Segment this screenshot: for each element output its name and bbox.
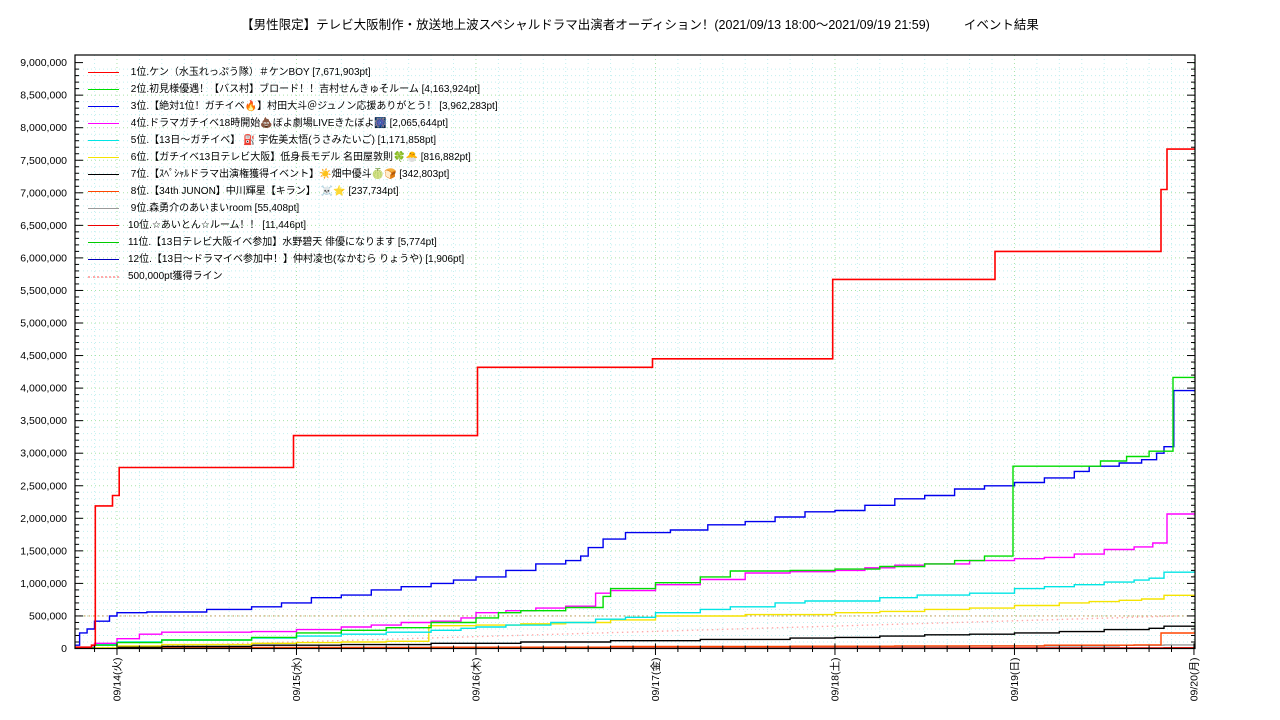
series-line-rank-3 [75,389,1195,646]
x-tick-label: 09/15(水) [291,658,303,702]
legend-swatch-line [88,259,119,260]
legend-swatch-line [88,174,119,175]
series-line-rank-2 [75,376,1195,649]
legend-item-12: 12位.【13日〜ドラマイベ参加中！】仲村凌也(なかむら りょうや) [1,90… [88,251,498,268]
legend-item-label: 5位.【13日〜ガチイベ】 ⛽ 宇佐美太悟(うさみたいご) [1,171,858… [128,135,437,146]
legend-item-5: 5位.【13日〜ガチイベ】 ⛽ 宇佐美太悟(うさみたいご) [1,171,858… [88,132,498,149]
y-tick-label: 1,500,000 [20,545,67,557]
grid [75,55,1195,649]
y-tick-label: 1,000,000 [20,578,67,590]
legend-item-label: 6位.【ガチイベ13日テレビ大阪】低身長モデル 名田屋敦則🍀🐣 [816,882… [128,152,471,163]
legend-swatch-line [88,208,119,209]
legend-swatch-line [88,275,119,278]
y-tick-label: 6,000,000 [20,252,67,264]
legend-item-3: 3位.【絶対1位！ガチイベ🔥】村田大斗＠ジュノン応援ありがとう！ [3,962,… [88,98,498,115]
y-tick-label: 7,500,000 [20,155,67,167]
y-tick-label: 3,000,000 [20,448,67,460]
legend-item-2: 2位.初見様優遇！【バス村】ブロード！！吉村せんきゅそルーム [4,163,92… [88,81,498,98]
y-tick-label: 5,500,000 [20,285,67,297]
y-tick-label: 5,000,000 [20,318,67,330]
legend-item-7: 7位.【ｽﾍﾟｼｬﾙドラマ出演権獲得イベント】☀️畑中優斗🍈🍞 [342,803… [88,166,498,183]
legend-swatch-line [88,106,119,107]
x-tick-label: 09/14(火) [111,658,123,702]
legend-item-label: 8位.【34th JUNON】中川輝星【キラン】 ☠️⭐ [237,734pt] [128,186,399,197]
legend-item-label: 12位.【13日〜ドラマイベ参加中！】仲村凌也(なかむら りょうや) [1,90… [128,254,465,265]
y-tick-label: 0 [61,643,67,655]
x-tick-label: 09/17(金) [649,658,662,702]
legend-item-9: 9位.森勇介のあいまいroom [55,408pt] [88,200,498,217]
y-tick-label: 8,500,000 [20,90,67,102]
y-tick-label: 2,500,000 [20,480,67,492]
legend-item-label: 9位.森勇介のあいまいroom [55,408pt] [128,203,300,214]
x-axis: 09/14(火) 09/15(水) 09/16(木) 09/17(金) 09/18(土)… [94,643,1200,702]
legend-item-label: 500,000pt獲得ライン [128,271,223,282]
legend-item-4: 4位.ドラマガチイベ18時開始💩ぼよ劇場LIVEきたぼよ🎆 [2,065,644… [88,115,498,132]
legend-item-label: 3位.【絶対1位！ガチイベ🔥】村田大斗＠ジュノン応援ありがとう！ [3,962,… [128,101,498,112]
legend-item-label: 4位.ドラマガチイベ18時開始💩ぼよ劇場LIVEきたぼよ🎆 [2,065,644… [128,118,448,129]
legend-item-label: 11位.【13日テレビ大阪イベ参加】水野碧天 俳優になります [5,774pt] [128,237,437,248]
legend-item-13: 500,000pt獲得ライン [88,268,498,285]
legend-swatch-line [88,72,119,73]
y-axis: 0 500,000 1,000,000 1,500,000 2,000,000 2,500… [20,57,1195,655]
event-result-label: イベント結果 [963,18,1039,32]
legend-swatch-line [88,140,119,141]
y-tick-label: 4,000,000 [20,383,67,395]
legend-item-10: 10位.☆あいとん☆ルーム！！ [11,446pt] [88,217,498,234]
x-tick-label: 09/16(木) [470,658,482,702]
legend-swatch-line [88,123,119,124]
legend-item-8: 8位.【34th JUNON】中川輝星【キラン】 ☠️⭐ [237,734pt] [88,183,498,200]
y-tick-label: 8,000,000 [20,122,67,134]
legend-swatch-line [88,191,119,192]
legend-item-label: 2位.初見様優遇！【バス村】ブロード！！吉村せんきゅそルーム [4,163,92… [128,84,480,95]
series-line-rank-4 [75,513,1195,648]
series-line-rank-1 [75,148,1195,648]
page-title: 【男性限定】テレビ大阪制作・放送地上波スペシャルドラマ出演者オーディション！(2… [241,18,930,32]
legend-item-1: 1位.ケン（水玉れっぷう隊）＃ケンBOY [7,671,903pt] [88,64,498,81]
legend-item-6: 6位.【ガチイベ13日テレビ大阪】低身長モデル 名田屋敦則🍀🐣 [816,882… [88,149,498,166]
legend-swatch-line [88,225,119,226]
legend-swatch-line [88,242,119,243]
y-tick-label: 7,000,000 [20,187,67,199]
legend: 1位.ケン（水玉れっぷう隊）＃ケンBOY [7,671,903pt] 2位.初見… [88,64,498,285]
y-tick-label: 6,500,000 [20,220,67,232]
legend-item-label: 10位.☆あいとん☆ルーム！！ [11,446pt] [128,220,307,231]
series-line-rank-7 [75,625,1195,649]
legend-swatch-line [88,89,119,90]
y-tick-label: 500,000 [29,610,67,622]
y-tick-label: 4,500,000 [20,350,67,362]
x-tick-label: 09/20(月) [1188,658,1200,702]
chart-header: 【男性限定】テレビ大阪制作・放送地上波スペシャルドラマ出演者オーディション！(2… [0,14,1280,33]
x-tick-label: 09/18(土) [828,658,841,702]
legend-item-label: 7位.【ｽﾍﾟｼｬﾙドラマ出演権獲得イベント】☀️畑中優斗🍈🍞 [342,803… [128,169,450,180]
legend-item-11: 11位.【13日テレビ大阪イベ参加】水野碧天 俳優になります [5,774pt] [88,234,498,251]
x-tick-label: 09/19(日) [1009,658,1021,702]
y-tick-label: 9,000,000 [20,57,67,69]
legend-swatch-line [88,157,119,158]
legend-item-label: 1位.ケン（水玉れっぷう隊）＃ケンBOY [7,671,903pt] [128,67,371,78]
y-tick-label: 2,000,000 [20,513,67,525]
y-tick-label: 3,500,000 [20,415,67,427]
plot-border [74,54,1196,650]
